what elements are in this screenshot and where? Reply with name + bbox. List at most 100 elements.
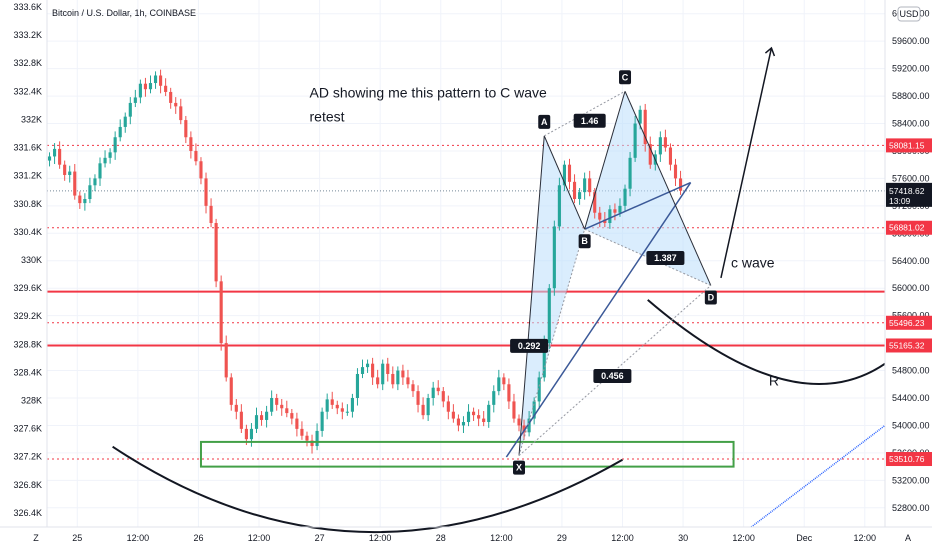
candle-body [648,144,652,165]
candle-body [204,178,208,206]
candle-body [47,156,52,161]
candle-body [608,209,612,224]
price-level-tag [886,338,932,353]
candle-body [482,418,486,423]
pattern-point-badge [513,460,526,475]
price-level-tag-label: 56881.02 [889,223,925,233]
right-axis-price-tags: 58081.15 56881.02 55496.23 55165.32 53510.76… [886,138,932,467]
candle-body [325,399,329,412]
bcd-triangle [584,91,711,286]
right-axis-tick-label: 59200.00 [892,64,930,74]
candle-body [557,185,561,227]
candle-body [527,418,531,433]
candle-body [310,440,314,447]
candle-body [164,85,168,92]
currency-button[interactable]: USD [897,6,921,22]
time-axis-tick-label: 12:00 [127,533,150,543]
candlestick-series [47,69,683,454]
pattern-leg-ab [543,135,586,230]
ratio-badge-label: 1.46 [581,116,599,126]
right-axis-tick-label: 53200.00 [892,475,930,485]
candle-body [88,185,92,199]
currency-button-label: USD [899,9,919,19]
candle-body [194,150,198,162]
price-level-tag-label: 55496.23 [889,318,925,328]
candle-body [542,343,546,378]
candle-body [199,161,203,179]
candle-body [391,373,395,385]
ratio-badge [646,251,685,266]
candle-body [254,415,259,429]
candle-body [421,404,425,416]
left-axis-tick-label: 330K [21,255,42,265]
rising-trendline [505,182,692,458]
candle-body [567,164,572,182]
candle-body [133,97,137,103]
candle-body [401,370,405,378]
candle-body [456,418,460,426]
price-level-tag-label: 58081.15 [889,140,925,150]
left-axis-tick-label: 331.6K [13,143,42,153]
pattern-point-badge [538,114,551,129]
candle-body [487,404,491,423]
candle-body [658,137,662,155]
candle-body [128,102,132,117]
candle-body [78,195,82,204]
fib-ratio-labels: 1.46 1.387 0.292 0.456 [510,113,685,384]
candle-body [300,428,304,436]
candle-body [411,384,415,392]
candle-body [259,415,264,420]
price-level-tag [886,220,932,235]
time-axis-tick-label: 12:00 [248,533,271,543]
candle-body [159,75,163,86]
candle-body [583,178,587,193]
time-axis[interactable]: 25 12:00 26 12:00 27 12:00 28 12:00 29 12:00 30 12:… [72,533,876,543]
candle-body [431,387,435,398]
time-axis-tick-label: 12:00 [490,533,513,543]
pattern-point-label: D [708,292,715,302]
candle-body [335,404,339,409]
candle-body [365,363,370,368]
auto-scale-a-button[interactable]: A [905,533,911,543]
candle-body [118,126,122,138]
time-axis-tick-label: Dec [796,533,813,543]
candle-body [184,120,188,138]
b-trendline [584,181,691,230]
left-axis-tick-label: 329.6K [13,283,42,293]
left-axis-tick-label: 326.8K [13,480,42,490]
time-axis-tick-label: 12:00 [854,533,877,543]
candle-body [472,411,476,416]
chart-annotation: retest [310,108,345,124]
candle-body [265,411,269,420]
time-axis-tick-label: 12:00 [611,533,634,543]
pattern-point-label: C [622,72,629,82]
candle-body [446,401,450,412]
candle-body [578,192,582,199]
left-axis-tick-label: 327.2K [13,452,42,462]
left-axis-tick-label: 326.4K [13,508,42,518]
price-level-tag [886,138,932,153]
pattern-point-badge [704,290,717,305]
candle-body [224,343,228,378]
candle-body [436,387,440,392]
left-axis-tick-label: 332K [21,114,42,124]
candle-body [249,428,254,440]
ratio-badge [593,369,632,384]
right-axis-tick-label: 55600.00 [892,311,930,321]
candle-body [68,171,72,175]
candle-body [58,148,62,165]
left-axis-tick-label: 332.4K [13,86,42,96]
candle-body [93,178,97,186]
candle-body [618,205,622,213]
auto-scale-z-button[interactable]: Z [33,533,39,543]
candle-body [451,411,455,419]
candle-body [572,181,577,199]
candle-body [219,281,223,344]
candle-body [179,106,183,121]
support-arc [112,445,623,533]
candle-body [537,377,541,402]
left-price-axis[interactable]: 326.4K 326.8K 327.2K 327.6K 328K 328.4K 328.8K… [13,2,42,518]
projection-arrow-shaft [720,47,773,279]
